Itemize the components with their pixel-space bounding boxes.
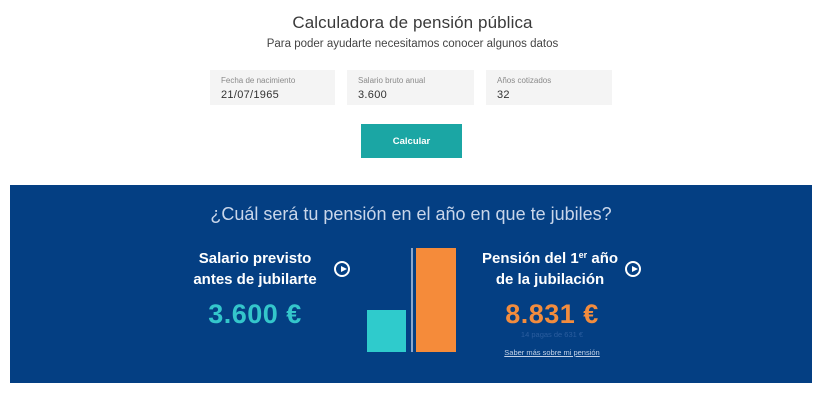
- result-question: ¿Cuál será tu pensión en el año en que t…: [210, 204, 612, 224]
- salary-label-line1: Salario previsto: [198, 250, 312, 267]
- birth-date-value[interactable]: 21/07/1965: [221, 89, 280, 101]
- annual-salary-label: Salario bruto anual: [358, 76, 426, 85]
- years-contributed-field[interactable]: Años cotizados 32: [486, 70, 612, 105]
- page-title: Calculadora de pensión pública: [292, 13, 533, 32]
- pension-label-line2: de la jubilación: [495, 271, 605, 288]
- years-contributed-value[interactable]: 32: [497, 89, 510, 101]
- chart-bar-pension: [416, 248, 456, 352]
- calculate-button[interactable]: Calcular: [361, 124, 462, 158]
- birth-date-label: Fecha de nacimiento: [221, 76, 296, 85]
- salary-info-play-icon[interactable]: [334, 261, 350, 277]
- annual-salary-field[interactable]: Salario bruto anual 3.600: [347, 70, 474, 105]
- pension-label-post: año: [587, 250, 619, 267]
- learn-more-link[interactable]: Saber más sobre mi pensión: [504, 348, 600, 357]
- birth-date-field[interactable]: Fecha de nacimiento 21/07/1965: [210, 70, 335, 105]
- pension-label-line1: Pensión del 1er año: [465, 248, 635, 269]
- salary-label: Salario previsto antes de jubilarte: [180, 248, 330, 290]
- chart-divider: [411, 248, 413, 352]
- salary-label-line2: antes de jubilarte: [193, 271, 317, 288]
- annual-salary-value[interactable]: 3.600: [358, 89, 388, 101]
- chart-bar-salary: [367, 310, 406, 352]
- result-panel: ¿Cuál será tu pensión en el año en que t…: [10, 185, 812, 383]
- years-contributed-label: Años cotizados: [497, 76, 552, 85]
- salary-amount: 3.600 €: [208, 299, 302, 329]
- pension-label-sup: er: [578, 250, 588, 260]
- pension-info-play-icon[interactable]: [625, 261, 641, 277]
- pension-amount: 8.831 €: [505, 299, 599, 329]
- pension-payments-note: 14 pagas de 631 €: [520, 330, 584, 339]
- pension-label-pre: Pensión del 1: [481, 250, 579, 267]
- pension-label: Pensión del 1er año de la jubilación: [465, 248, 635, 290]
- page-subtitle: Para poder ayudarte necesitamos conocer …: [266, 38, 559, 50]
